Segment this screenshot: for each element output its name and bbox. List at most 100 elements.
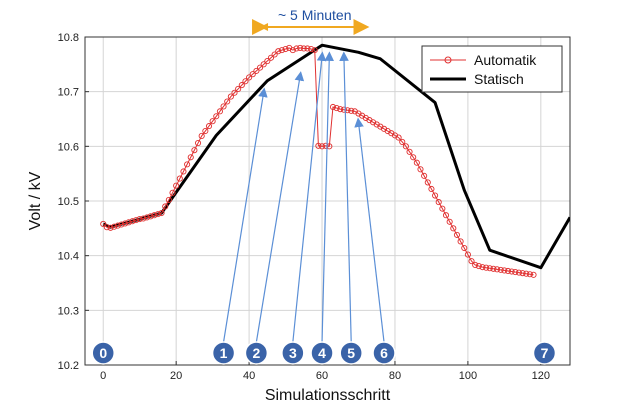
series-automatik-point	[497, 266, 504, 273]
series-automatik-point	[526, 271, 533, 278]
y-tick-label: 10.5	[58, 196, 79, 208]
series-automatik-point	[143, 214, 151, 221]
series-automatik-point	[194, 140, 202, 147]
series-automatik-point	[165, 196, 172, 203]
series-automatik-point	[457, 238, 464, 245]
series-automatik-point	[329, 103, 337, 111]
time-span-note: ~ 5 Minuten	[278, 7, 352, 23]
step-marker-2	[244, 341, 269, 365]
step-marker-label: 6	[380, 345, 388, 361]
series-automatik-point	[515, 269, 522, 276]
legend-automatik-marker	[444, 56, 452, 64]
series-automatik-point	[151, 212, 158, 219]
series-automatik-point	[501, 267, 508, 274]
step-marker-label: 1	[220, 345, 228, 361]
series-automatik-point	[133, 217, 140, 224]
series-automatik-point	[136, 215, 143, 223]
series-automatik-point	[318, 143, 326, 150]
series-automatik-point	[202, 127, 209, 135]
step-marker-label: 2	[252, 345, 260, 361]
step-pointer-arrow	[292, 51, 327, 343]
series-automatik-point	[184, 161, 191, 168]
step-pointer-arrow	[339, 51, 352, 343]
x-tick-label: 60	[316, 370, 328, 382]
x-tick-label: 40	[243, 370, 255, 382]
series-automatik-point	[278, 47, 285, 54]
series-automatik-point	[147, 213, 154, 220]
series-automatik-point	[413, 159, 420, 166]
step-marker-1	[211, 341, 236, 365]
series-automatik-point	[322, 142, 329, 149]
series-automatik-point	[475, 263, 482, 270]
series-automatik-point	[464, 251, 471, 258]
series-automatik-point	[224, 98, 231, 105]
series-automatik-point	[220, 103, 227, 110]
series-automatik-point	[227, 93, 234, 100]
y-tick-label: 10.4	[58, 251, 79, 263]
step-marker-label: 7	[541, 345, 549, 361]
step-marker-6	[372, 341, 396, 365]
step-marker-5	[339, 341, 363, 365]
y-tick-label: 10.6	[58, 141, 79, 153]
series-automatik-point	[114, 222, 121, 229]
series-automatik-point	[238, 82, 245, 89]
series-automatik-point	[176, 175, 183, 182]
step-marker-0	[91, 341, 115, 365]
legend: Automatik Statisch	[421, 45, 563, 93]
series-automatik-point	[275, 48, 282, 55]
series-automatik-point	[187, 154, 194, 161]
series-automatik-point	[428, 185, 435, 193]
time-span-arrow-left-head	[260, 23, 269, 31]
series-automatik-point	[216, 108, 223, 115]
series-automatik-point	[100, 220, 107, 228]
series-automatik-point	[158, 209, 165, 217]
series-automatik-point	[173, 182, 180, 189]
series-automatik-point	[472, 261, 479, 269]
series-automatik-point	[340, 106, 347, 113]
legend-automatik-label: Automatik	[474, 52, 537, 68]
series-automatik-point	[402, 143, 409, 150]
x-tick-label: 120	[532, 370, 550, 382]
series-automatik-point	[282, 45, 289, 53]
series-automatik-point	[162, 203, 169, 210]
series-automatik-point	[209, 118, 216, 125]
series-automatik-point	[260, 61, 267, 68]
series-automatik-point	[446, 218, 453, 225]
series-automatik-point	[512, 269, 519, 276]
step-pointer-arrow	[354, 117, 385, 343]
series-automatik-point	[242, 78, 249, 85]
x-tick-label: 80	[389, 370, 401, 382]
legend-statisch-label: Statisch	[474, 71, 524, 87]
y-tick-label: 10.3	[58, 305, 79, 317]
series-automatik-point	[461, 244, 468, 252]
series-automatik-point	[442, 212, 450, 219]
series-automatik-point	[249, 71, 256, 78]
series-automatik-point	[264, 58, 271, 65]
series-automatik-point	[311, 47, 318, 54]
series-automatik-point	[293, 45, 300, 52]
series-automatik-point	[406, 148, 413, 155]
series-automatik-point	[256, 64, 264, 71]
step-marker-label: 5	[347, 345, 355, 361]
series-automatik-point	[180, 168, 187, 175]
series-automatik-point	[125, 219, 132, 226]
series-automatik-point	[111, 223, 118, 230]
step-pointer-arrow	[255, 71, 305, 343]
legend-box	[421, 45, 563, 93]
series-automatik-point	[140, 215, 147, 222]
series-automatik-point	[213, 113, 220, 120]
series-automatik-point	[432, 192, 439, 199]
series-automatik-point	[337, 106, 344, 113]
series-automatik-point	[468, 258, 475, 265]
series-automatik-point	[154, 211, 161, 218]
series-automatik-point	[424, 179, 431, 186]
y-tick-label: 10.8	[58, 32, 79, 44]
annotation-layer: 0 1 2 3 4 5 6 7	[91, 19, 557, 365]
series-automatik-point	[198, 132, 205, 139]
series-automatik-point	[421, 172, 428, 179]
series-automatik-point	[231, 89, 238, 96]
step-marker-3	[281, 341, 305, 365]
step-pointer-arrow	[222, 87, 268, 343]
series-automatik-point	[410, 154, 417, 161]
series-automatik-point	[246, 74, 253, 81]
